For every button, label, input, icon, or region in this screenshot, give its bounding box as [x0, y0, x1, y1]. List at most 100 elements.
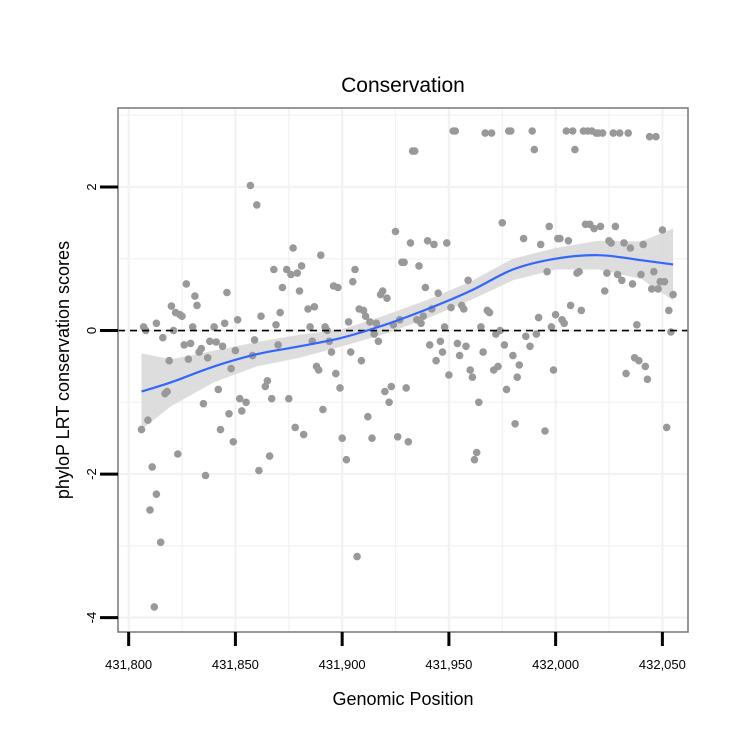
- data-point: [242, 398, 250, 407]
- grid: [118, 108, 688, 632]
- y-tick-label: -4: [84, 612, 99, 624]
- data-point: [622, 369, 630, 378]
- data-point: [528, 127, 536, 135]
- x-tick-label: 431,950: [425, 657, 472, 672]
- data-point: [455, 351, 464, 360]
- data-point: [532, 330, 541, 338]
- data-point: [519, 234, 528, 243]
- data-point: [174, 450, 182, 458]
- data-point: [577, 306, 586, 315]
- data-point: [186, 339, 195, 348]
- data-point: [560, 319, 568, 328]
- data-point: [289, 244, 297, 252]
- data-point: [620, 239, 628, 247]
- data-point: [571, 145, 579, 154]
- data-point: [662, 423, 671, 432]
- data-point: [615, 129, 624, 137]
- x-axis: 431,800 431,850 431,900 431,950 432,000 432,0…: [105, 632, 686, 672]
- data-point: [530, 145, 539, 154]
- y-axis: -4 -2 0 2: [84, 183, 118, 623]
- data-point: [203, 354, 212, 362]
- data-point: [255, 466, 263, 475]
- data-point: [385, 398, 393, 407]
- data-point: [178, 312, 186, 321]
- data-point: [282, 265, 291, 274]
- data-point: [156, 538, 165, 547]
- data-point: [299, 430, 308, 439]
- data-points: [137, 127, 677, 611]
- data-point: [165, 356, 173, 365]
- data-point: [238, 407, 246, 415]
- data-point: [310, 303, 319, 311]
- confidence-ribbon: [141, 228, 674, 430]
- data-point: [250, 336, 259, 344]
- data-point: [353, 552, 361, 561]
- plot-panel: [117, 107, 689, 633]
- data-point: [650, 267, 658, 276]
- data-point: [364, 412, 372, 421]
- data-point: [515, 361, 524, 369]
- data-point: [150, 603, 159, 611]
- data-point: [188, 323, 197, 331]
- data-point: [212, 338, 220, 346]
- x-tick-label: 432,000: [532, 657, 579, 672]
- data-point: [536, 240, 545, 249]
- data-point: [637, 270, 645, 279]
- data-point: [443, 239, 451, 247]
- data-point: [470, 455, 479, 464]
- data-point: [278, 283, 287, 292]
- data-point: [225, 410, 233, 418]
- data-point: [338, 434, 347, 443]
- data-point: [272, 321, 280, 329]
- data-point: [257, 312, 265, 321]
- data-point: [263, 377, 272, 385]
- data-point: [378, 287, 387, 295]
- data-point: [144, 416, 152, 425]
- data-point: [652, 132, 660, 141]
- data-point: [611, 222, 620, 231]
- data-point: [370, 330, 379, 338]
- data-point: [628, 280, 637, 288]
- data-point: [618, 276, 626, 285]
- data-point: [317, 251, 325, 259]
- y-tick-label: 2: [84, 183, 99, 190]
- data-point: [425, 341, 434, 349]
- data-point: [334, 283, 342, 292]
- data-point: [206, 337, 214, 346]
- data-point: [417, 319, 425, 328]
- data-point: [342, 455, 351, 464]
- data-point: [381, 387, 389, 396]
- data-point: [287, 270, 295, 279]
- data-point: [193, 301, 201, 310]
- data-point: [626, 244, 635, 252]
- data-point: [191, 292, 199, 300]
- data-point: [400, 258, 408, 267]
- smooth-trend-line: [141, 254, 674, 393]
- data-point: [346, 348, 355, 356]
- data-point: [306, 323, 314, 331]
- data-point: [410, 147, 419, 155]
- data-point: [146, 506, 154, 514]
- data-point: [513, 373, 521, 382]
- data-point: [252, 201, 261, 209]
- data-point: [564, 237, 573, 245]
- data-point: [297, 262, 306, 270]
- data-point: [319, 405, 327, 414]
- data-point: [566, 301, 575, 310]
- data-point: [210, 323, 218, 331]
- data-point: [509, 351, 517, 360]
- data-point: [647, 285, 656, 293]
- data-point: [233, 316, 242, 324]
- y-tick-label: 0: [84, 327, 99, 334]
- data-point: [152, 319, 161, 328]
- data-point: [276, 308, 285, 317]
- data-point: [265, 452, 274, 460]
- data-point: [600, 287, 609, 295]
- x-tick-label: 431,900: [319, 657, 366, 672]
- data-point: [197, 344, 206, 353]
- data-point: [445, 371, 453, 379]
- panel-border: [117, 107, 689, 633]
- data-point: [332, 369, 340, 378]
- x-axis-title: Genomic Position: [332, 689, 473, 709]
